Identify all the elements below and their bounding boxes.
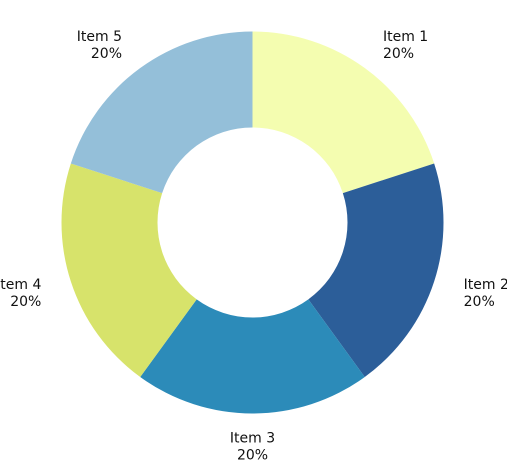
slice-value-label: 20% [91, 46, 122, 62]
slice-value-label: 20% [464, 294, 495, 310]
slice-label-4: Item 420% [0, 277, 41, 310]
slice-category-label: Item 1 [383, 29, 428, 45]
slice-3 [140, 299, 365, 414]
labels-layer: Item 120%Item 220%Item 320%Item 420%Item… [0, 29, 507, 462]
slice-1 [252, 31, 435, 194]
slice-2 [308, 163, 444, 378]
slice-label-3: Item 320% [230, 431, 275, 462]
slice-label-1: Item 120% [383, 29, 428, 62]
slice-label-5: Item 520% [77, 29, 122, 62]
slice-value-label: 20% [383, 46, 414, 62]
slice-label-2: Item 220% [464, 277, 507, 310]
slice-value-label: 20% [10, 294, 41, 310]
slice-category-label: Item 4 [0, 277, 41, 293]
slice-category-label: Item 2 [464, 277, 507, 293]
slices-layer [61, 31, 444, 414]
slice-5 [70, 31, 253, 194]
slice-4 [61, 163, 197, 378]
slice-category-label: Item 3 [230, 431, 275, 447]
slice-category-label: Item 5 [77, 29, 122, 45]
slice-value-label: 20% [237, 448, 268, 462]
